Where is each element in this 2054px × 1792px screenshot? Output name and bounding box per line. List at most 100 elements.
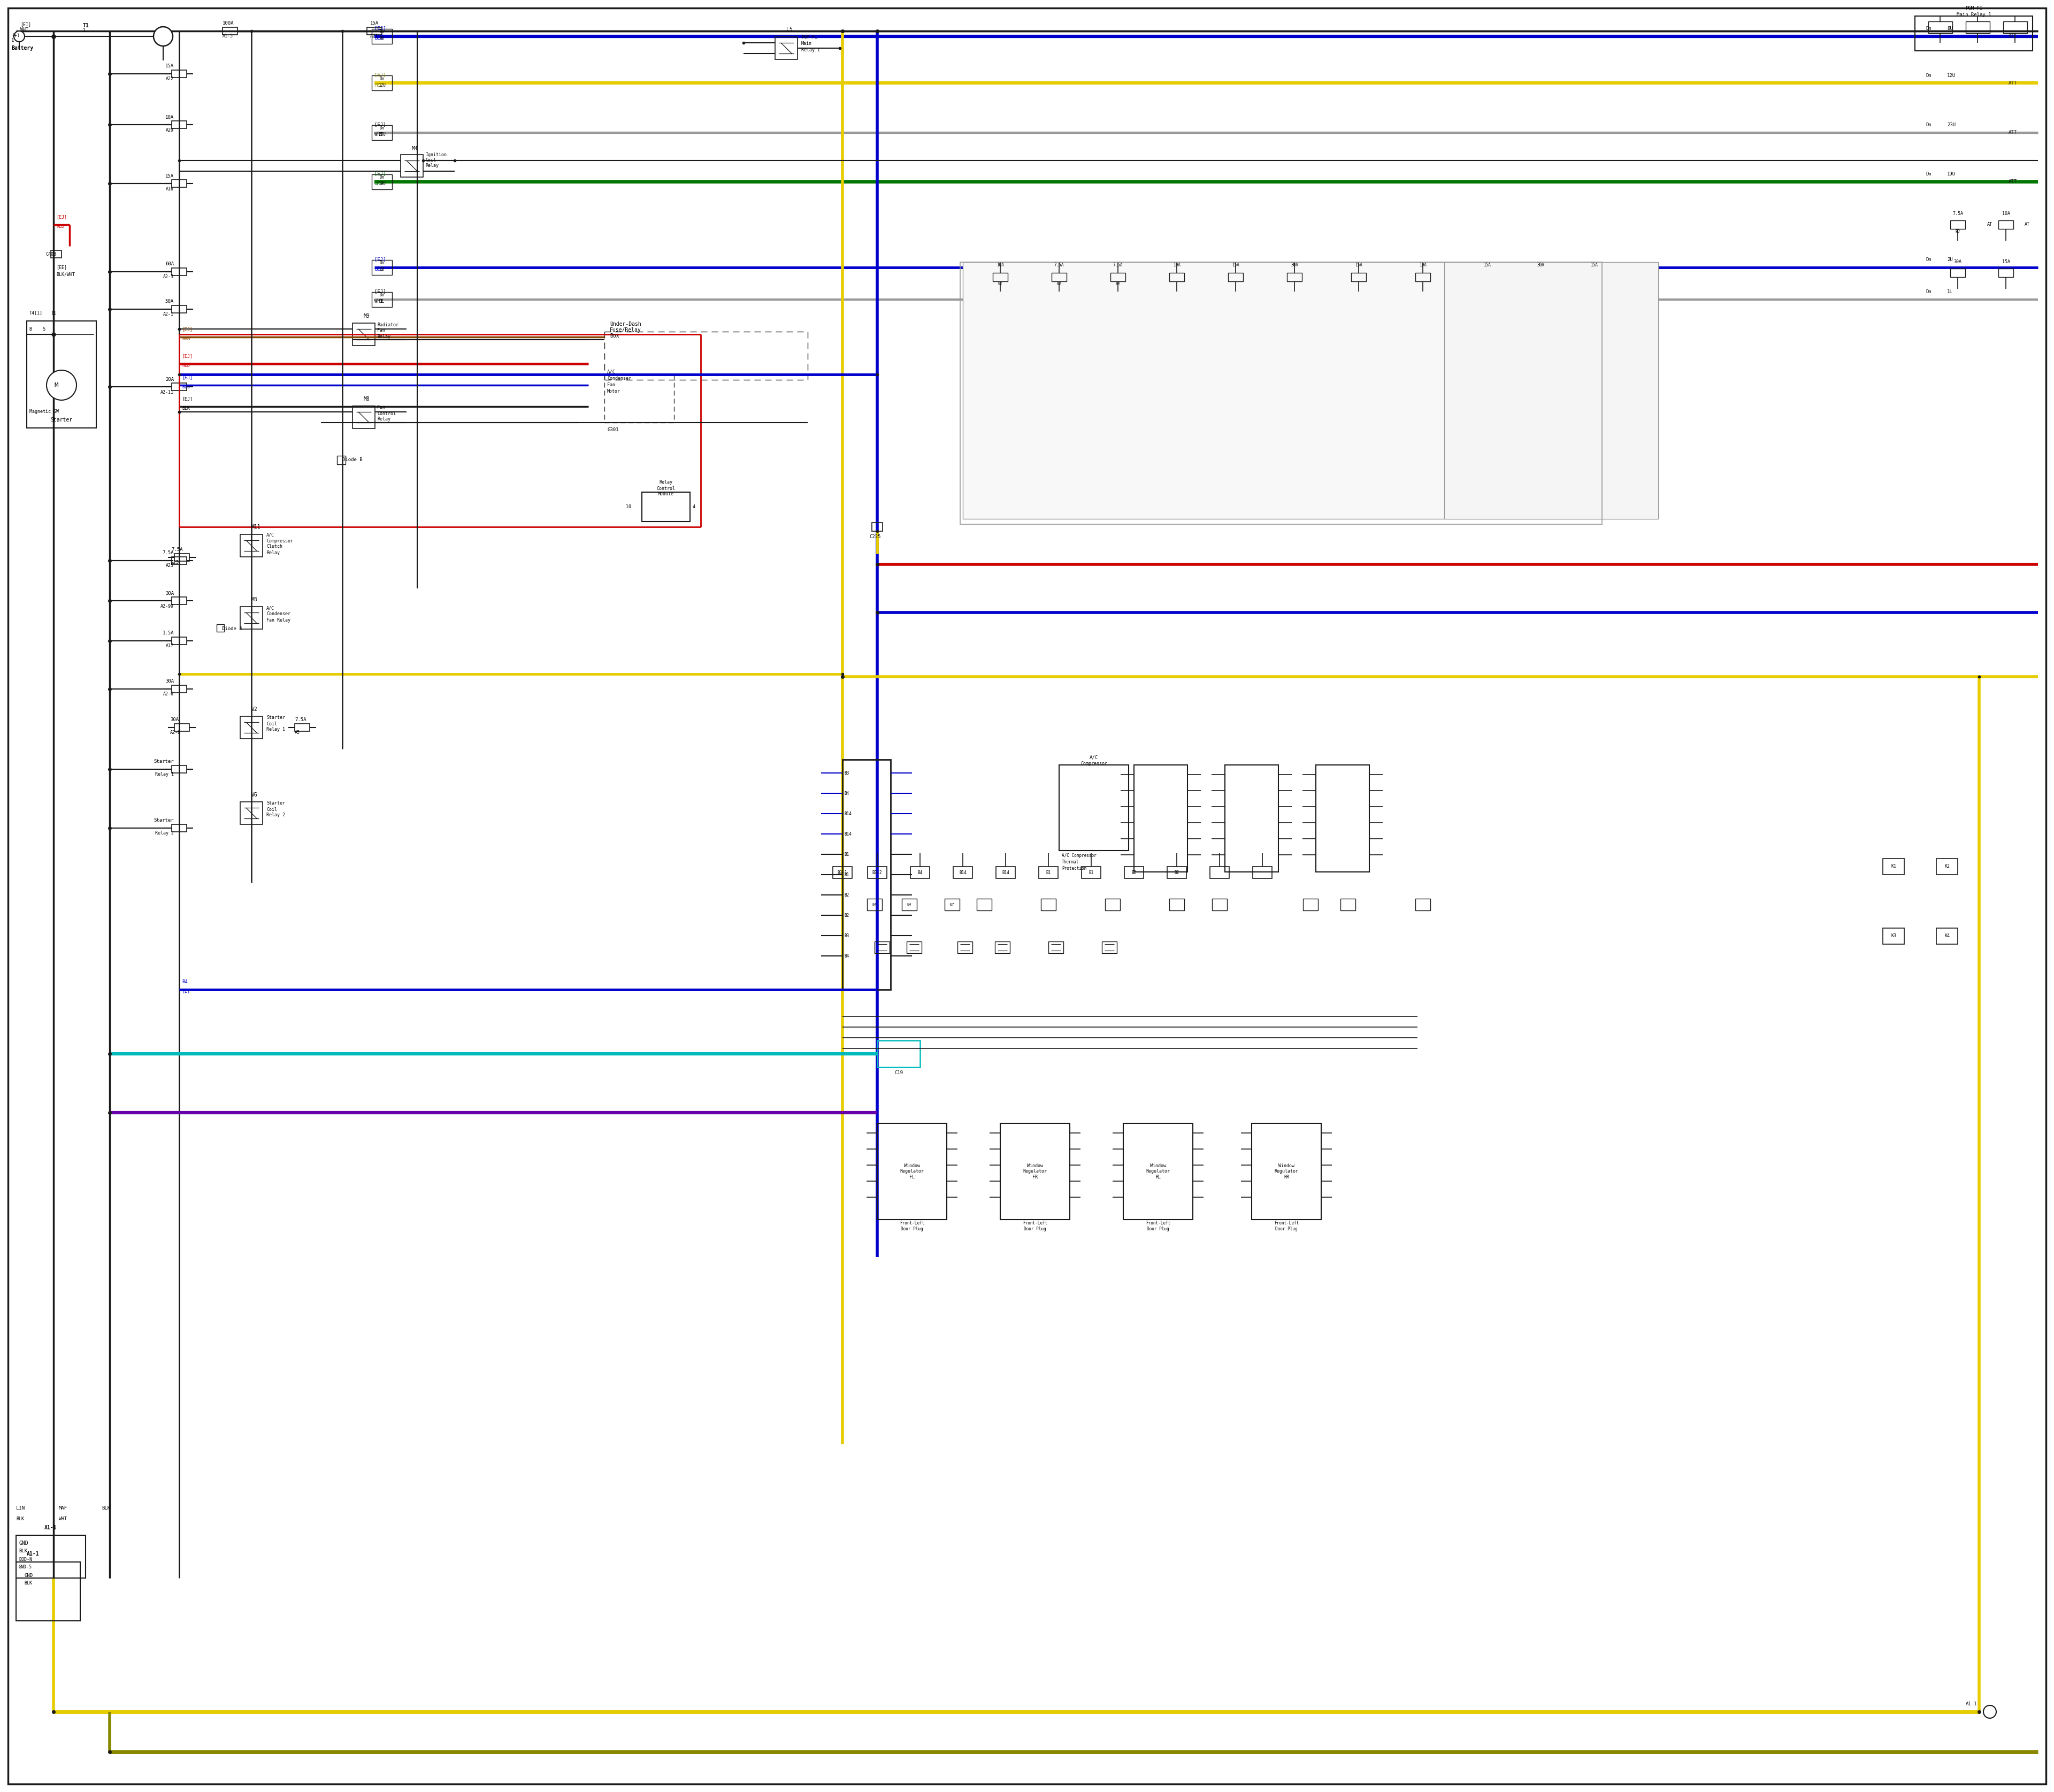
Text: K3: K3 (1892, 934, 1896, 939)
Text: 15A: 15A (1590, 263, 1598, 267)
Bar (978, 898, 992, 910)
Text: A17: A17 (166, 643, 175, 649)
Text: 4: 4 (692, 504, 696, 509)
Text: Window
Regulator
FR: Window Regulator FR (1023, 1163, 1048, 1179)
Bar (1210, 867, 1228, 878)
Text: G301: G301 (608, 428, 618, 432)
Bar (953, 867, 972, 878)
Text: A2-99: A2-99 (160, 604, 175, 609)
Text: Main: Main (801, 41, 811, 47)
Text: Radiator: Radiator (378, 323, 398, 328)
Text: RED: RED (55, 224, 64, 229)
Bar (401, 154, 423, 177)
Text: Compressor: Compressor (267, 538, 294, 543)
Text: 10A: 10A (1419, 263, 1428, 267)
Text: [EJ]: [EJ] (183, 396, 193, 401)
Text: Starter: Starter (267, 801, 286, 806)
Bar (1228, 272, 1243, 281)
Text: Front-Left
Door Plug: Front-Left Door Plug (1146, 1220, 1171, 1231)
Bar (353, 407, 376, 428)
Text: [EJ]: [EJ] (374, 25, 386, 30)
Bar (992, 272, 1009, 281)
Text: B4: B4 (918, 871, 922, 874)
Bar (902, 898, 916, 910)
Bar (173, 597, 187, 604)
Bar (1415, 272, 1430, 281)
Bar (173, 269, 187, 276)
Text: Control: Control (378, 410, 396, 416)
Bar (240, 801, 263, 824)
Circle shape (154, 27, 173, 47)
Bar (875, 941, 889, 953)
Text: 7.5A: 7.5A (294, 717, 306, 722)
Bar (1224, 765, 1278, 873)
Text: [EJ]: [EJ] (183, 353, 193, 358)
Bar (1105, 898, 1119, 910)
Text: B4: B4 (1115, 281, 1119, 285)
Text: WHT: WHT (60, 1516, 68, 1521)
Bar (2003, 22, 2027, 34)
Bar (1352, 272, 1366, 281)
Text: L5: L5 (787, 27, 793, 32)
Text: A2-3: A2-3 (162, 274, 175, 280)
Text: V2: V2 (251, 706, 257, 711)
Text: GND-5: GND-5 (18, 1564, 33, 1570)
Text: BLU: BLU (374, 267, 382, 272)
Text: A2-6: A2-6 (170, 731, 181, 735)
Text: 1L: 1L (380, 299, 384, 305)
Text: M11: M11 (251, 525, 261, 530)
Text: B2: B2 (1955, 229, 1960, 235)
Text: A/C Compressor: A/C Compressor (1062, 853, 1097, 858)
Text: Condenser: Condenser (267, 611, 290, 616)
Text: Window
Regulator
RR: Window Regulator RR (1273, 1163, 1298, 1179)
Text: Window
Regulator
FL: Window Regulator FL (900, 1163, 924, 1179)
Text: Diode B: Diode B (343, 457, 362, 462)
Bar (175, 724, 189, 731)
Text: E4: E4 (908, 903, 912, 907)
Text: B4: B4 (844, 953, 848, 959)
Bar (372, 260, 392, 274)
Bar (994, 941, 1011, 953)
Bar (1134, 765, 1187, 873)
Text: 15A: 15A (1483, 263, 1491, 267)
Text: C225: C225 (869, 534, 881, 539)
Text: Dn: Dn (380, 77, 384, 81)
Text: Fuse/Relay: Fuse/Relay (610, 328, 641, 333)
Text: Battery: Battery (10, 45, 33, 50)
Text: BLU: BLU (183, 383, 189, 389)
Text: BLK: BLK (25, 1581, 33, 1586)
Bar (867, 867, 887, 878)
Text: Relay: Relay (267, 550, 279, 556)
Text: 1: 1 (10, 38, 14, 43)
Text: [EJ]: [EJ] (374, 256, 386, 262)
Text: Relay 1: Relay 1 (156, 772, 175, 778)
Text: Relay 2: Relay 2 (156, 831, 175, 835)
Text: Relay: Relay (659, 480, 672, 486)
Text: B14: B14 (844, 812, 852, 815)
Text: WHT: WHT (374, 299, 382, 305)
Text: 7.5A: 7.5A (162, 550, 175, 556)
Text: M: M (53, 382, 58, 389)
Bar (1288, 272, 1302, 281)
Bar (1169, 272, 1185, 281)
Text: 20A: 20A (164, 376, 175, 382)
Text: 23U: 23U (378, 133, 386, 138)
Bar (963, 262, 1658, 520)
Text: 23U: 23U (1947, 124, 1955, 127)
Text: M8: M8 (364, 396, 370, 401)
Text: [EJ]: [EJ] (374, 72, 386, 77)
Text: Thermal: Thermal (1062, 860, 1078, 866)
Text: 10: 10 (626, 504, 631, 509)
Text: (+): (+) (10, 32, 21, 38)
Text: [EJ]: [EJ] (183, 375, 193, 380)
Text: B2: B2 (1175, 871, 1179, 874)
Text: Relay 1: Relay 1 (267, 728, 286, 733)
Bar (372, 125, 392, 140)
Bar (957, 941, 972, 953)
Text: V6: V6 (251, 792, 257, 797)
Text: [EJ]: [EJ] (374, 289, 386, 294)
Bar (1041, 898, 1056, 910)
Text: T1: T1 (82, 23, 88, 29)
Bar (173, 638, 187, 645)
Bar (1949, 269, 1966, 278)
